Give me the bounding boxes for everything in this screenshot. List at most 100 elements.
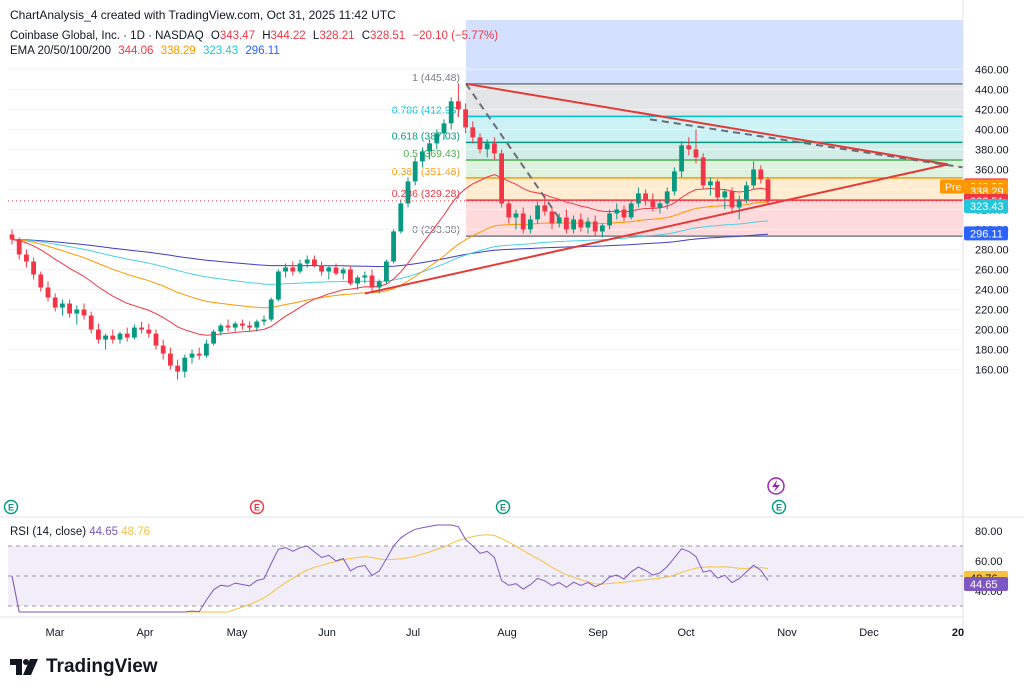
symbol-legend: Coinbase Global, Inc. · 1D · NASDAQ O343…	[10, 30, 502, 42]
candle-body	[110, 335, 116, 340]
time-tick-label: Mar	[46, 627, 65, 639]
candle-body	[153, 333, 159, 346]
time-tick-label: Dec	[859, 627, 879, 639]
fib-label: 0.236 (329.28)	[392, 188, 460, 200]
earnings-badge	[495, 499, 511, 515]
time-tick-label: Aug	[497, 627, 517, 639]
candle-body	[722, 191, 728, 198]
candle-body	[412, 161, 418, 182]
candle-body	[362, 275, 368, 278]
candle-body	[103, 335, 108, 340]
candle-body	[708, 181, 713, 186]
candle-body	[319, 265, 324, 272]
candle-body	[60, 303, 65, 308]
candle-body	[600, 225, 605, 232]
price-tick-label: 380.00	[975, 144, 1009, 156]
rsi-tick-label: 60.00	[975, 556, 1003, 568]
rsi-tag-text: 44.65	[970, 579, 998, 591]
price-tick-label: 360.00	[975, 164, 1009, 176]
earnings-badge	[771, 499, 787, 515]
ema20-line	[11, 174, 769, 336]
candle-body	[441, 123, 447, 134]
candle-body	[304, 259, 310, 264]
time-tick-label: 20	[952, 627, 964, 639]
fib-label: 1 (445.48)	[412, 72, 460, 84]
earnings-marker: E	[3, 499, 19, 515]
price-tag-bg	[964, 199, 1008, 214]
candle-body	[268, 299, 274, 320]
candle-body	[484, 143, 490, 150]
candle-body	[636, 193, 641, 204]
price-tag: 323.43	[964, 199, 1008, 214]
ema50-line	[11, 201, 769, 309]
candle-body	[117, 333, 123, 340]
candle-body	[614, 209, 620, 214]
candle-body	[657, 203, 663, 208]
tradingview-brand[interactable]: TradingView	[10, 656, 158, 678]
candle-body	[74, 309, 80, 314]
brand-name: TradingView	[46, 656, 158, 677]
candle-body	[52, 297, 58, 308]
candle-body	[729, 191, 735, 208]
symbol-title[interactable]: Coinbase Global, Inc. · 1D · NASDAQ	[10, 30, 204, 42]
candle-body	[528, 219, 533, 230]
lower-trendline	[364, 163, 949, 295]
rsi-legend: RSI (14, close) 44.65 48.76	[10, 526, 150, 538]
candle-body	[477, 137, 483, 150]
earnings-letter: E	[8, 503, 14, 513]
candle-body	[45, 287, 51, 298]
earnings-marker: E	[495, 499, 511, 515]
candle-body	[232, 323, 238, 328]
price-tag: 296.11	[964, 226, 1008, 241]
lightning-bolt-icon	[772, 480, 780, 492]
earnings-letter: E	[500, 503, 506, 513]
time-tick-label: Jul	[406, 627, 420, 639]
price-tick-label: 460.00	[975, 64, 1009, 76]
price-tick-label: 240.00	[975, 285, 1009, 297]
candle-body	[67, 303, 72, 314]
candle-body	[384, 261, 389, 282]
fib-zone-top	[466, 20, 963, 84]
price-tick-label: 420.00	[975, 104, 1009, 116]
tradingview-logo-icon	[10, 659, 38, 675]
candle-body	[420, 151, 425, 162]
ohlc-high: 344.22	[270, 30, 306, 42]
candle-body	[520, 213, 526, 230]
dashed-projection	[649, 118, 964, 169]
candle-body	[189, 353, 195, 358]
candle-body	[427, 143, 432, 152]
earnings-marker: E	[249, 499, 265, 515]
candle-body	[765, 179, 771, 202]
candle-body	[456, 101, 461, 110]
candle-body	[204, 343, 209, 356]
candle-body	[506, 203, 512, 218]
candle-body	[88, 315, 94, 330]
price-tag-text: 296.11	[970, 228, 1003, 240]
time-tick-label: Oct	[677, 627, 694, 639]
candle-body	[405, 181, 411, 204]
ema100-value: 323.43	[203, 45, 239, 57]
ohlc-low: 328.21	[319, 30, 355, 42]
candle-body	[434, 133, 440, 144]
ema100-line	[11, 220, 769, 285]
candle-body	[398, 203, 404, 232]
ema-label[interactable]: EMA 20/50/100/200	[10, 45, 112, 57]
rsi-label[interactable]: RSI (14, close)	[10, 526, 87, 538]
candle-body	[132, 327, 137, 338]
candle-body	[254, 321, 260, 328]
ema200-line	[11, 233, 769, 268]
candle-body	[333, 267, 339, 274]
candle-body	[542, 205, 548, 212]
ohlc-low-label: L	[312, 30, 320, 42]
ohlc-close-label: C	[361, 30, 371, 42]
price-tick-label: 160.00	[975, 365, 1009, 377]
candle-body	[175, 365, 180, 372]
pre-tag-text: Pre	[945, 181, 962, 193]
candle-body	[578, 219, 584, 228]
candle-body	[672, 171, 677, 192]
candle-body	[146, 329, 152, 334]
candle-body	[24, 254, 29, 262]
price-tick-label: 180.00	[975, 345, 1009, 357]
created-line: ChartAnalysis_4 created with TradingView…	[10, 8, 396, 22]
